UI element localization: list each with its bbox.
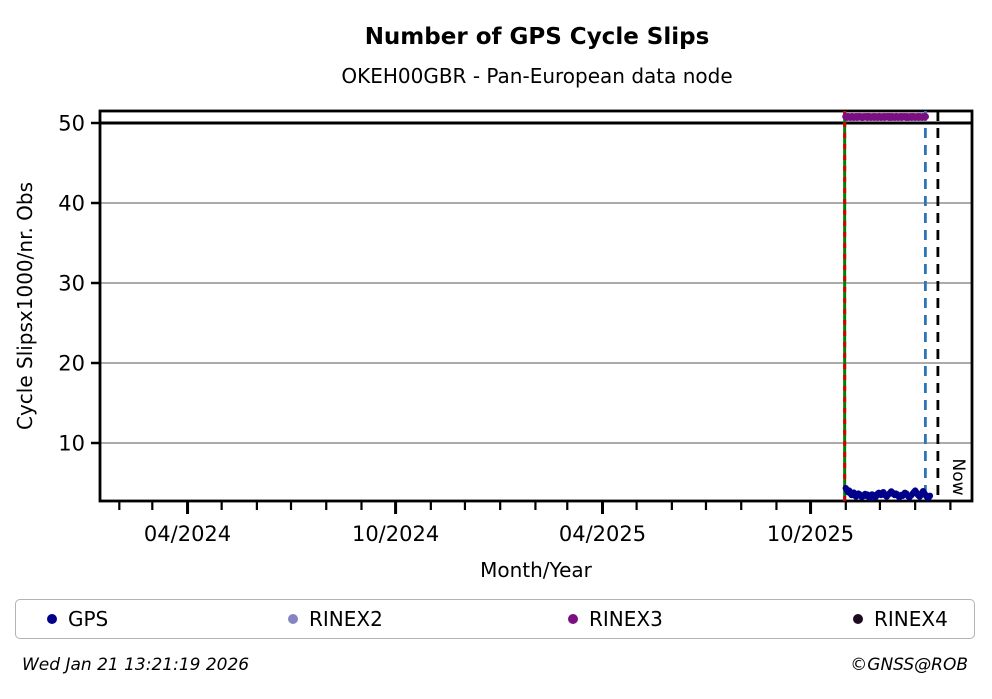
- x-tick-label: 04/2025: [559, 522, 646, 546]
- y-tick-label: 10: [58, 432, 85, 456]
- rinex3-marker-icon: [568, 614, 578, 624]
- chart-subtitle: OKEH00GBR - Pan-European data node: [341, 64, 732, 88]
- y-tick-label: 30: [58, 272, 85, 296]
- legend-item-gps: GPS: [47, 600, 108, 638]
- rinex2-marker-icon: [288, 614, 298, 624]
- chart-title: Number of GPS Cycle Slips: [365, 24, 710, 50]
- y-tick-label: 20: [58, 352, 85, 376]
- rinex3-point: [921, 113, 930, 121]
- y-axis-label: Cycle Slipsx1000/nr. Obs: [13, 182, 37, 430]
- now-annotation-label: Now: [948, 458, 968, 495]
- x-tick-label: 10/2025: [767, 522, 854, 546]
- gps-point: [926, 492, 934, 499]
- x-tick-label: 04/2024: [144, 522, 231, 546]
- rinex4-marker-icon: [853, 614, 863, 624]
- legend-label-rinex4: RINEX4: [874, 607, 948, 631]
- gps-marker-icon: [47, 614, 57, 624]
- legend-item-rinex4: RINEX4: [853, 600, 948, 638]
- legend: GPS RINEX2 RINEX3 RINEX4: [15, 599, 975, 639]
- y-tick-label: 40: [58, 192, 85, 216]
- chart-canvas: Number of GPS Cycle Slips OKEH00GBR - Pa…: [13, 24, 974, 582]
- generation-timestamp: Wed Jan 21 13:21:19 2026: [22, 655, 250, 675]
- legend-item-rinex3: RINEX3: [568, 600, 663, 638]
- footer: Wed Jan 21 13:21:19 2026 ©GNSS@ROB: [0, 655, 992, 675]
- plot-area: 10 20 30 40 50 04/2024 10/2024 04/2025 10/2025: [58, 109, 974, 546]
- legend-item-rinex2: RINEX2: [288, 600, 383, 638]
- copyright-credit: ©GNSS@ROB: [850, 655, 968, 675]
- legend-label-gps: GPS: [68, 607, 109, 631]
- x-axis-label: Month/Year: [480, 558, 593, 582]
- plot-border: [98, 109, 974, 503]
- x-tick-label: 10/2024: [352, 522, 439, 546]
- legend-label-rinex3: RINEX3: [589, 607, 663, 631]
- y-tick-label: 50: [58, 112, 85, 136]
- legend-label-rinex2: RINEX2: [309, 607, 383, 631]
